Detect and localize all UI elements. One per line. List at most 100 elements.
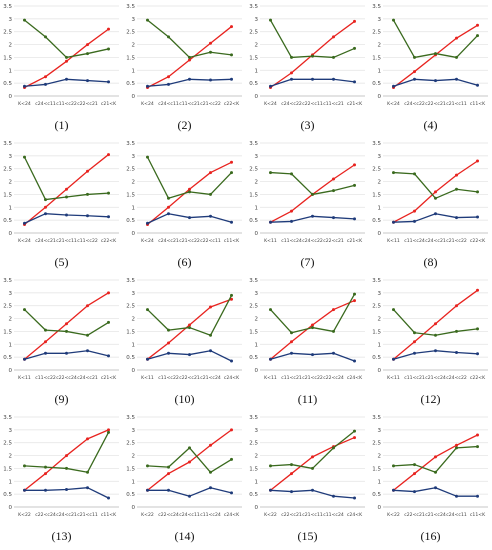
data-point-blue (332, 216, 335, 220)
data-point-green (209, 333, 212, 337)
y-tick-label: 2.5 (249, 441, 258, 447)
x-tick-label: c24<c22 (302, 238, 323, 244)
data-point-red (476, 433, 479, 437)
x-tick-label: c22<c24 (35, 512, 56, 518)
x-tick-label: c21<c24 (425, 375, 446, 381)
data-point-blue (146, 357, 149, 361)
data-point-red (290, 472, 293, 476)
data-point-blue (455, 351, 458, 355)
y-tick-label: 2 (132, 317, 136, 323)
data-point-blue (209, 78, 212, 82)
y-tick-label: 2.5 (126, 441, 135, 447)
y-tick-label: 2.5 (126, 304, 135, 310)
y-tick-label: 2.5 (249, 30, 258, 36)
data-point-blue (23, 488, 26, 492)
y-tick-label: 0.5 (126, 218, 135, 224)
data-point-red (209, 41, 212, 45)
line-chart-2: 0 0.5 1 1.5 2 2.5 3 3.5 K<24 c24<c11 c11<c21 c21<c2… (126, 4, 242, 107)
data-point-green (86, 52, 89, 56)
data-point-green (413, 331, 416, 335)
y-tick-label: 1 (132, 68, 136, 74)
data-point-red (311, 455, 314, 459)
y-tick-label: 1 (132, 479, 136, 485)
x-tick-label: K<22 (387, 512, 400, 518)
y-tick-label: 3.5 (372, 4, 381, 10)
x-tick-label: c21<c24 (425, 512, 446, 518)
data-point-blue (311, 214, 314, 218)
y-tick-label: 0.5 (372, 492, 381, 498)
y-tick-label: 3.5 (126, 278, 135, 284)
data-point-green (455, 329, 458, 333)
x-tick-label: K<11 (264, 375, 277, 381)
y-tick-label: 2 (255, 454, 259, 460)
x-tick-label: c11<K (101, 512, 117, 518)
data-point-blue (44, 488, 47, 492)
data-point-red (434, 322, 437, 326)
x-tick-label: K<24 (141, 238, 154, 244)
data-point-red (167, 341, 170, 345)
data-point-red (209, 443, 212, 447)
data-point-blue (290, 351, 293, 355)
chart-caption: (14) (174, 529, 195, 543)
x-tick-label: c22<c11 (302, 101, 323, 107)
y-tick-label: 1.5 (249, 329, 258, 335)
y-tick-label: 3.5 (126, 141, 135, 147)
x-tick-label: c21<c22 (179, 238, 200, 244)
line-chart-11: 0 0.5 1 1.5 2 2.5 3 3.5 K<11 c11<c21 c21<c22 c22<c2… (249, 278, 365, 381)
data-point-green (146, 155, 149, 159)
data-point-green (230, 53, 233, 57)
y-tick-label: 1.5 (249, 55, 258, 61)
y-tick-label: 3.5 (3, 278, 12, 284)
data-point-blue (353, 359, 356, 363)
y-tick-label: 1.5 (126, 55, 135, 61)
data-point-green (146, 464, 149, 468)
data-point-red (455, 36, 458, 40)
data-point-red (290, 71, 293, 75)
y-tick-label: 2.5 (3, 304, 12, 310)
y-tick-label: 0.5 (372, 355, 381, 361)
data-point-green (353, 46, 356, 50)
data-point-green (188, 190, 191, 194)
y-tick-label: 0 (9, 505, 13, 511)
data-point-green (353, 429, 356, 433)
data-point-blue (311, 353, 314, 357)
data-point-blue (65, 77, 68, 81)
data-point-blue (413, 490, 416, 494)
data-point-blue (269, 488, 272, 492)
y-tick-label: 0.5 (126, 492, 135, 498)
line-chart-9: 0 0.5 1 1.5 2 2.5 3 3.5 K<11 c11<c22 c22<c24 c24<c2… (3, 278, 119, 381)
data-point-blue (332, 77, 335, 81)
data-point-red (413, 70, 416, 74)
y-tick-label: 0 (378, 368, 382, 374)
data-point-red (413, 340, 416, 344)
y-tick-label: 0 (9, 231, 13, 237)
data-point-green (269, 464, 272, 468)
data-point-red (107, 291, 110, 295)
data-point-red (209, 171, 212, 175)
data-point-red (353, 299, 356, 303)
data-point-blue (230, 359, 233, 363)
data-point-blue (44, 212, 47, 216)
data-point-red (86, 43, 89, 47)
y-tick-label: 0.5 (249, 81, 258, 87)
y-tick-label: 3 (255, 154, 259, 160)
chart-caption: (16) (420, 529, 441, 543)
data-point-blue (353, 80, 356, 84)
data-point-green (290, 331, 293, 335)
series-line-green (392, 19, 478, 59)
y-tick-label: 1 (9, 479, 13, 485)
y-tick-label: 0.5 (249, 218, 258, 224)
data-point-green (311, 192, 314, 196)
data-point-green (332, 189, 335, 193)
y-tick-label: 0 (9, 368, 13, 374)
x-tick-label: c22<K (470, 238, 486, 244)
y-tick-label: 2 (378, 43, 382, 49)
data-point-green (209, 470, 212, 474)
series-line-red (147, 161, 232, 226)
y-tick-label: 1 (9, 205, 13, 211)
chart-caption: (12) (420, 392, 441, 406)
y-tick-label: 1.5 (3, 192, 12, 198)
line-chart-10: 0 0.5 1 1.5 2 2.5 3 3.5 K<11 c11<c22 c22<c21 c21<c2… (126, 278, 242, 381)
y-tick-label: 3.5 (3, 415, 12, 421)
line-chart-16: 0 0.5 1 1.5 2 2.5 3 3.5 K<22 c22<c21 c21<c24 c24<c1… (372, 415, 488, 518)
